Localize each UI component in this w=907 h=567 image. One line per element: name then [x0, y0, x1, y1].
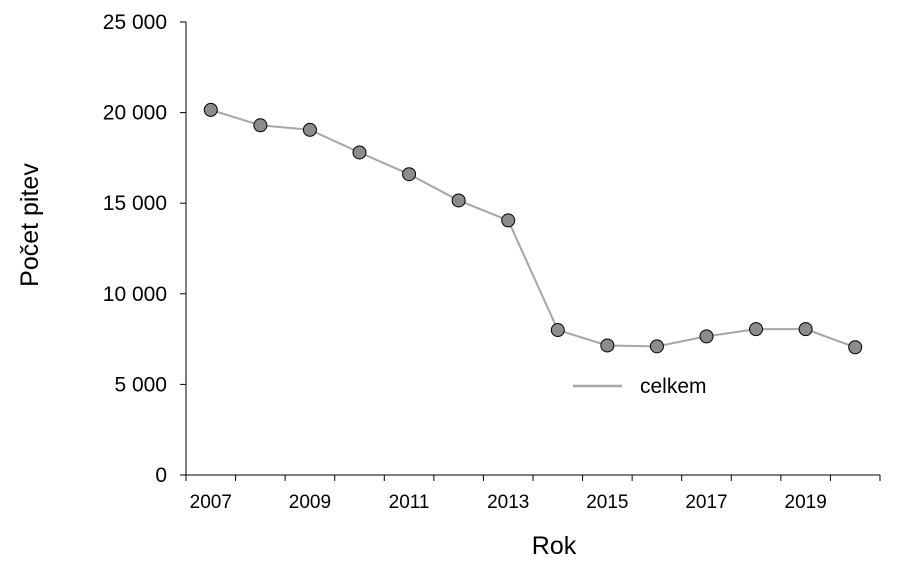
data-point [302, 122, 317, 137]
x-tick-label: 2017 [685, 492, 727, 513]
data-point [550, 323, 565, 338]
axes: 0 5 000 10 000 15 000 20 000 25 000 2007 2009 20… [103, 11, 881, 513]
x-tick-label: 2007 [190, 492, 232, 513]
data-point [402, 167, 417, 182]
x-axis-title: Rok [532, 532, 577, 560]
series-layer [203, 102, 863, 355]
y-tick-label: 0 [155, 464, 167, 487]
data-point [451, 193, 466, 208]
y-tick-label: 15 000 [103, 192, 167, 215]
x-tick-label: 2013 [487, 492, 529, 513]
x-tick-label: 2009 [289, 492, 331, 513]
y-axis-title: Počet pitev [16, 163, 44, 287]
data-point [749, 322, 764, 337]
y-tick-label: 5 000 [114, 373, 167, 396]
y-tick-label: 20 000 [103, 102, 167, 125]
data-point [699, 329, 714, 344]
series-line [210, 108, 856, 349]
data-point [253, 118, 268, 133]
data-point [848, 340, 863, 355]
data-point [600, 338, 615, 353]
data-point [501, 213, 516, 228]
legend: celkem [573, 375, 707, 398]
x-tick-label: 2015 [586, 492, 628, 513]
data-point [649, 339, 664, 354]
data-point [798, 322, 813, 337]
x-tick-label: 2011 [389, 492, 430, 513]
data-point [352, 145, 367, 160]
x-tick-label: 2019 [785, 492, 827, 513]
y-tick-label: 10 000 [103, 283, 167, 306]
legend-label: celkem [640, 375, 707, 398]
data-point [203, 102, 218, 117]
y-tick-label: 25 000 [103, 11, 167, 34]
